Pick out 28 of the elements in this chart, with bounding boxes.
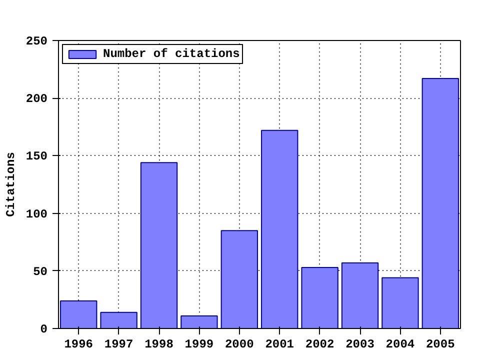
bar xyxy=(220,230,258,328)
bar xyxy=(341,262,379,328)
bar xyxy=(382,277,419,328)
y-tick-label: 250 xyxy=(26,34,48,48)
x-tick-label: 1996 xyxy=(64,338,94,350)
y-tick-label: 0 xyxy=(40,322,48,336)
bar xyxy=(140,162,178,328)
x-tick-label: 2003 xyxy=(346,338,374,350)
y-axis-title: Citations xyxy=(4,152,18,217)
x-tick-label: 1998 xyxy=(144,338,174,350)
x-tick-label: 2005 xyxy=(426,338,455,350)
bar xyxy=(60,300,98,328)
bar xyxy=(301,266,338,328)
x-tick-label: 2001 xyxy=(265,338,294,350)
bar xyxy=(422,78,459,328)
bar xyxy=(100,312,138,328)
x-tick-label: 1997 xyxy=(104,338,134,350)
y-tick-label: 50 xyxy=(33,264,48,279)
x-tick-label: 2002 xyxy=(305,338,334,350)
y-tick-label: 200 xyxy=(26,92,48,106)
bar xyxy=(261,130,298,328)
legend-label: Number of citations xyxy=(103,47,240,61)
x-tick-label: 1999 xyxy=(184,338,214,350)
bar xyxy=(180,315,218,328)
y-tick-label: 150 xyxy=(26,150,48,164)
y-tick-label: 100 xyxy=(26,207,48,222)
x-tick-label: 2000 xyxy=(225,338,254,350)
x-tick-label: 2004 xyxy=(386,338,415,350)
